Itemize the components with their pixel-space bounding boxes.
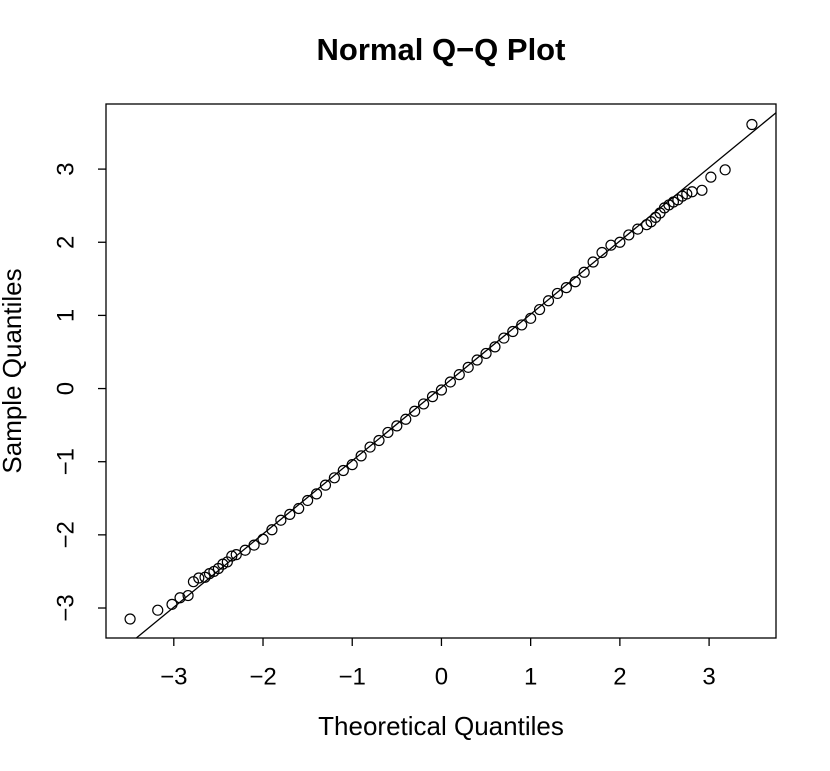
- point: [409, 405, 421, 417]
- point: [696, 184, 708, 196]
- point: [230, 549, 242, 561]
- point: [302, 494, 314, 507]
- point: [182, 589, 194, 602]
- point: [560, 282, 572, 294]
- x-tick-label: 2: [613, 663, 626, 690]
- chart-title: Normal Q−Q Plot: [317, 32, 566, 67]
- y-axis-label: Sample Quantiles: [0, 268, 27, 473]
- x-tick-label: −2: [249, 663, 276, 690]
- point: [681, 188, 693, 200]
- point: [444, 376, 456, 388]
- point: [319, 479, 332, 491]
- point: [719, 164, 731, 176]
- point: [124, 613, 136, 625]
- y-tick-label: −1: [52, 448, 79, 475]
- x-tick-label: −3: [160, 663, 187, 690]
- point: [152, 604, 164, 616]
- point: [391, 420, 403, 432]
- y-tick-label: 0: [52, 382, 79, 395]
- point: [284, 508, 296, 520]
- point: [418, 398, 430, 410]
- point: [364, 441, 376, 453]
- point: [453, 369, 465, 381]
- y-tick-label: −2: [52, 521, 79, 548]
- point: [373, 434, 385, 447]
- point: [614, 236, 626, 248]
- point: [400, 413, 412, 425]
- point: [632, 223, 644, 235]
- point: [328, 472, 340, 484]
- point: [705, 171, 717, 183]
- point: [275, 514, 287, 526]
- y-tick-label: 3: [52, 162, 79, 175]
- point: [471, 354, 483, 366]
- y-tick-label: −3: [52, 594, 79, 621]
- point: [587, 256, 599, 268]
- y-tick-label: 1: [52, 309, 79, 322]
- point: [578, 266, 590, 278]
- point: [596, 246, 608, 259]
- x-tick-label: 0: [435, 663, 448, 690]
- point: [193, 572, 205, 584]
- point: [507, 325, 519, 338]
- point: [337, 464, 349, 477]
- point: [239, 544, 251, 556]
- point: [462, 361, 474, 373]
- point: [435, 384, 448, 396]
- point: [355, 450, 367, 462]
- x-tick-label: 3: [702, 663, 715, 690]
- point: [382, 426, 394, 439]
- x-tick-label: −1: [339, 663, 366, 690]
- point: [480, 347, 492, 360]
- point: [551, 287, 564, 300]
- point: [542, 295, 555, 307]
- y-tick-label: 2: [52, 236, 79, 249]
- reference-line: [135, 112, 776, 638]
- point: [498, 332, 510, 344]
- point: [266, 524, 278, 536]
- x-axis-label: Theoretical Quantiles: [318, 711, 564, 741]
- point: [426, 391, 439, 403]
- point: [533, 303, 546, 316]
- x-tick-label: 1: [524, 663, 537, 690]
- point: [746, 118, 758, 131]
- point: [623, 229, 635, 241]
